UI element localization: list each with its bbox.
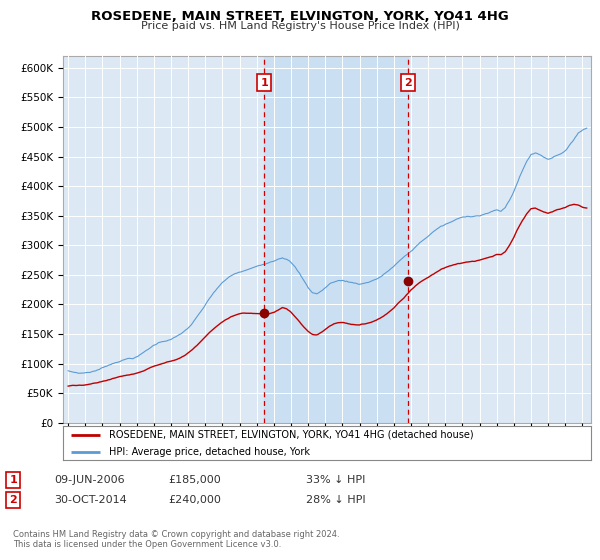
Text: £240,000: £240,000: [168, 495, 221, 505]
Text: 1: 1: [10, 475, 17, 485]
Text: 1: 1: [260, 78, 268, 87]
Text: ROSEDENE, MAIN STREET, ELVINGTON, YORK, YO41 4HG: ROSEDENE, MAIN STREET, ELVINGTON, YORK, …: [91, 10, 509, 23]
Text: 33% ↓ HPI: 33% ↓ HPI: [306, 475, 365, 485]
Text: 28% ↓ HPI: 28% ↓ HPI: [306, 495, 365, 505]
Bar: [264, 56, 408, 423]
Text: 2: 2: [10, 495, 17, 505]
Text: This data is licensed under the Open Government Licence v3.0.: This data is licensed under the Open Gov…: [13, 540, 281, 549]
Text: HPI: Average price, detached house, York: HPI: Average price, detached house, York: [109, 447, 310, 456]
Text: 30-OCT-2014: 30-OCT-2014: [54, 495, 127, 505]
Text: £185,000: £185,000: [168, 475, 221, 485]
Text: ROSEDENE, MAIN STREET, ELVINGTON, YORK, YO41 4HG (detached house): ROSEDENE, MAIN STREET, ELVINGTON, YORK, …: [109, 430, 474, 440]
Text: Contains HM Land Registry data © Crown copyright and database right 2024.: Contains HM Land Registry data © Crown c…: [13, 530, 340, 539]
Text: Price paid vs. HM Land Registry's House Price Index (HPI): Price paid vs. HM Land Registry's House …: [140, 21, 460, 31]
Text: 2: 2: [404, 78, 412, 87]
Text: 09-JUN-2006: 09-JUN-2006: [54, 475, 125, 485]
